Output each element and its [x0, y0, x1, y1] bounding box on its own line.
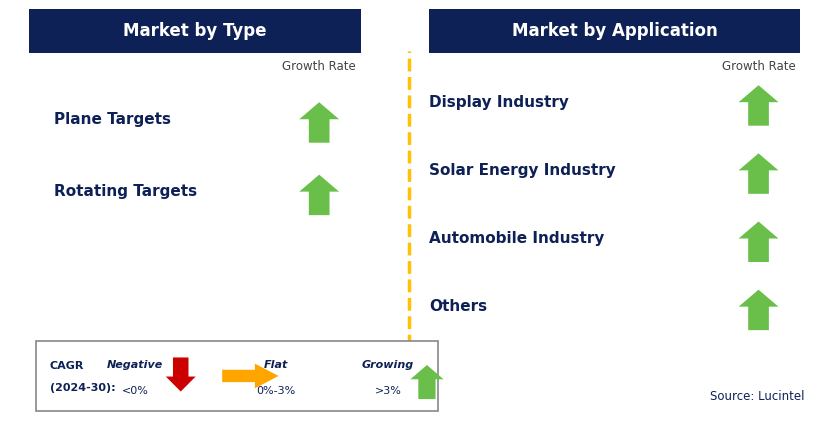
Polygon shape [738, 153, 777, 194]
FancyBboxPatch shape [36, 341, 437, 411]
Polygon shape [222, 364, 278, 389]
Text: Plane Targets: Plane Targets [54, 112, 171, 127]
Text: Growing: Growing [361, 360, 414, 370]
Text: >3%: >3% [374, 386, 401, 396]
Text: Source: Lucintel: Source: Lucintel [709, 390, 803, 403]
Text: Market by Type: Market by Type [123, 22, 267, 40]
Text: (2024-30):: (2024-30): [50, 383, 115, 393]
Polygon shape [738, 222, 777, 262]
Polygon shape [738, 290, 777, 330]
FancyBboxPatch shape [29, 9, 360, 53]
Polygon shape [299, 102, 339, 143]
Text: Rotating Targets: Rotating Targets [54, 184, 197, 199]
Text: <0%: <0% [122, 386, 148, 396]
Polygon shape [410, 365, 443, 399]
Text: Automobile Industry: Automobile Industry [429, 231, 604, 246]
Polygon shape [299, 175, 339, 215]
Text: 0%-3%: 0%-3% [256, 386, 296, 396]
Text: Growth Rate: Growth Rate [721, 60, 794, 72]
Text: Solar Energy Industry: Solar Energy Industry [429, 163, 615, 178]
Text: Others: Others [429, 299, 487, 314]
Text: CAGR: CAGR [50, 361, 84, 371]
Polygon shape [738, 85, 777, 126]
Polygon shape [166, 357, 195, 391]
FancyBboxPatch shape [429, 9, 799, 53]
Text: Negative: Negative [107, 360, 163, 370]
Text: Market by Application: Market by Application [511, 22, 717, 40]
Text: Display Industry: Display Industry [429, 95, 569, 110]
Text: Flat: Flat [263, 360, 288, 370]
Text: Growth Rate: Growth Rate [282, 60, 355, 72]
